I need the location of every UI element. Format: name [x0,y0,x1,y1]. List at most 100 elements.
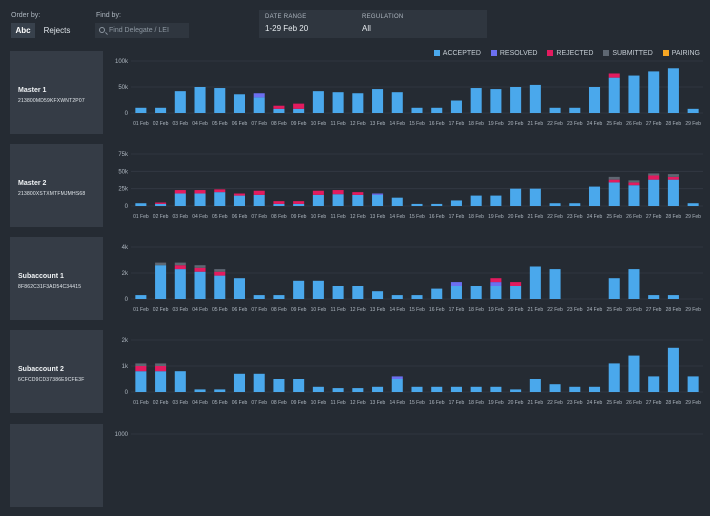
bar-segment-resolved[interactable] [391,376,403,379]
bar-segment-accepted[interactable] [510,389,522,392]
bar-segment-accepted[interactable] [352,194,364,206]
bar-segment-accepted[interactable] [214,88,226,113]
search-input[interactable]: Find Delegate / LEI [95,23,189,38]
entity-card[interactable] [10,424,103,507]
bar-segment-rejected[interactable] [608,73,620,78]
bar-segment-accepted[interactable] [628,185,640,206]
bar-segment-accepted[interactable] [470,286,482,299]
bar-segment-rejected[interactable] [214,189,226,193]
bar-segment-accepted[interactable] [214,275,226,299]
bar-segment-rejected[interactable] [332,190,344,195]
bar-segment-accepted[interactable] [391,197,403,206]
bar-segment-rejected[interactable] [253,190,265,195]
bar-segment-accepted[interactable] [293,379,305,392]
bar-segment-accepted[interactable] [470,88,482,113]
bar-segment-accepted[interactable] [174,269,186,299]
legend-rejected[interactable]: REJECTED [547,50,593,57]
bar-segment-accepted[interactable] [391,92,403,113]
bar-segment-accepted[interactable] [648,376,660,392]
bar-segment-rejected[interactable] [233,193,246,196]
bar-segment-accepted[interactable] [588,87,601,113]
bar-segment-accepted[interactable] [332,194,344,206]
bar-segment-rejected[interactable] [490,278,502,283]
bar-segment-accepted[interactable] [411,107,423,113]
bar-segment-submitted[interactable] [628,180,640,183]
bar-segment-accepted[interactable] [569,386,581,392]
bar-segment-accepted[interactable] [194,193,206,206]
bar-segment-accepted[interactable] [253,97,265,113]
bar-segment-accepted[interactable] [510,286,522,299]
bar-segment-accepted[interactable] [233,195,246,206]
bar-segment-accepted[interactable] [293,203,305,206]
bar-segment-accepted[interactable] [529,266,541,300]
bar-segment-accepted[interactable] [608,363,620,392]
bar-segment-accepted[interactable] [411,386,423,392]
bar-segment-rejected[interactable] [510,282,522,286]
bar-segment-accepted[interactable] [155,107,167,113]
bar-segment-resolved[interactable] [450,282,462,286]
bar-segment-accepted[interactable] [608,278,620,299]
bar-segment-accepted[interactable] [312,280,324,299]
bar-segment-submitted[interactable] [194,265,206,268]
bar-segment-accepted[interactable] [608,77,620,113]
bar-segment-accepted[interactable] [194,87,206,113]
bar-segment-accepted[interactable] [490,89,502,113]
bar-segment-submitted[interactable] [174,262,186,266]
bar-segment-accepted[interactable] [155,371,167,392]
bar-segment-accepted[interactable] [450,386,462,392]
bar-segment-rejected[interactable] [214,271,226,276]
bar-segment-rejected[interactable] [608,179,620,183]
bar-segment-submitted[interactable] [648,173,660,176]
bar-segment-rejected[interactable] [648,175,660,180]
bar-segment-submitted[interactable] [214,269,226,272]
bar-segment-rejected[interactable] [194,190,206,194]
bar-segment-accepted[interactable] [233,94,246,113]
bar-segment-accepted[interactable] [411,295,423,299]
bar-segment-rejected[interactable] [293,103,305,109]
bar-segment-accepted[interactable] [431,288,443,299]
bar-segment-resolved[interactable] [490,282,502,286]
bar-segment-accepted[interactable] [510,87,522,113]
bar-segment-accepted[interactable] [273,379,285,392]
bar-segment-accepted[interactable] [450,200,462,206]
bar-segment-submitted[interactable] [155,363,167,366]
bar-segment-rejected[interactable] [273,105,285,109]
bar-segment-accepted[interactable] [648,71,660,113]
bar-segment-rejected[interactable] [293,201,305,204]
bar-segment-accepted[interactable] [648,295,660,299]
bar-segment-accepted[interactable] [490,195,502,206]
bar-segment-accepted[interactable] [549,384,561,392]
bar-segment-accepted[interactable] [253,295,265,299]
bar-segment-accepted[interactable] [549,269,561,299]
bar-segment-accepted[interactable] [687,203,699,206]
bar-segment-accepted[interactable] [588,386,601,392]
bar-segment-accepted[interactable] [431,203,443,206]
bar-segment-rejected[interactable] [194,267,206,272]
bar-segment-accepted[interactable] [312,91,324,113]
bar-segment-accepted[interactable] [312,194,324,206]
bar-segment-resolved[interactable] [372,193,384,195]
bar-segment-accepted[interactable] [529,188,541,206]
bar-segment-rejected[interactable] [174,190,186,194]
bar-segment-accepted[interactable] [667,295,679,299]
order-abc-button[interactable]: Abc [11,23,35,38]
bar-segment-accepted[interactable] [569,203,581,206]
bar-segment-accepted[interactable] [273,295,285,299]
bar-segment-accepted[interactable] [174,371,186,392]
bar-segment-accepted[interactable] [628,355,640,392]
legend-resolved[interactable]: RESOLVED [490,50,537,57]
bar-segment-accepted[interactable] [431,386,443,392]
bar-segment-accepted[interactable] [253,194,265,206]
bar-segment-accepted[interactable] [372,89,384,113]
bar-segment-rejected[interactable] [155,202,167,204]
bar-segment-accepted[interactable] [450,100,462,113]
bar-segment-accepted[interactable] [470,386,482,392]
bar-segment-accepted[interactable] [667,179,679,206]
bar-segment-accepted[interactable] [687,376,699,392]
bar-segment-accepted[interactable] [332,388,344,392]
bar-segment-accepted[interactable] [214,389,226,392]
bar-segment-rejected[interactable] [155,366,167,372]
bar-segment-accepted[interactable] [253,373,265,392]
legend-pairing[interactable]: PAIRING [662,50,700,57]
bar-segment-accepted[interactable] [470,195,482,206]
